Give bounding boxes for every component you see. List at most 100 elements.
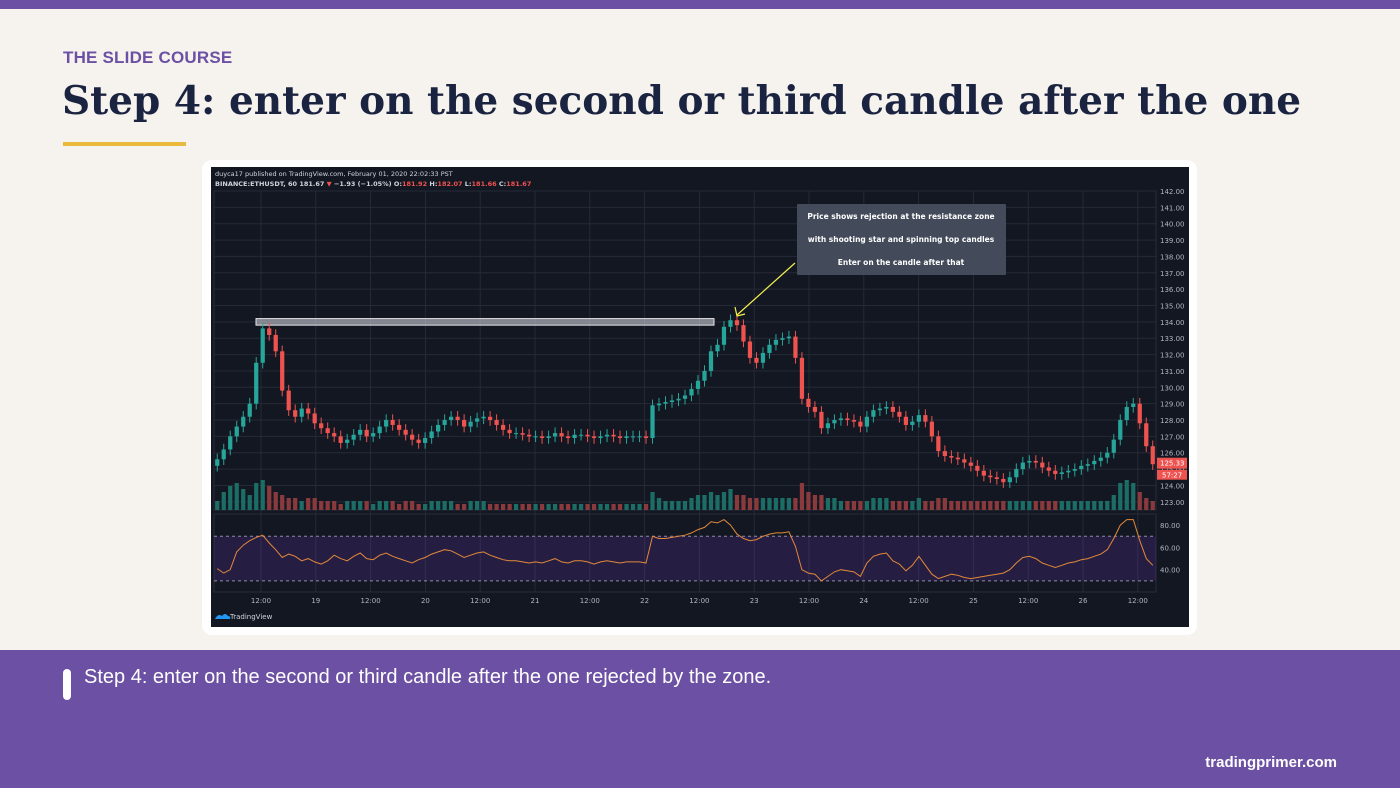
volume-bar <box>280 495 285 510</box>
candle-body <box>689 388 694 396</box>
slide-title: Step 4: enter on the second or third can… <box>62 78 1302 124</box>
candle-body <box>1033 460 1038 463</box>
candle-body <box>780 338 785 340</box>
candle-body <box>1098 457 1103 461</box>
volume-bar <box>500 504 506 510</box>
volume-bar <box>708 492 714 510</box>
volume-bar <box>403 501 408 510</box>
volume-bar <box>1079 501 1084 510</box>
volume-bar <box>325 501 330 510</box>
volume-bar <box>494 504 499 510</box>
volume-bar <box>377 501 382 510</box>
time-axis-label: 12:00 <box>251 597 271 605</box>
price-axis-label: 133.00 <box>1160 335 1185 343</box>
volume-bar <box>916 498 921 510</box>
volume-bar <box>1118 483 1123 510</box>
candle-body <box>1085 464 1090 466</box>
candle-body <box>702 370 707 381</box>
volume-bar <box>929 501 934 510</box>
candle-body <box>611 434 616 437</box>
volume-bar <box>975 501 980 510</box>
candle-body <box>903 416 908 425</box>
candle-body <box>871 410 876 417</box>
volume-bar <box>689 498 694 510</box>
candle-body <box>462 420 467 427</box>
time-axis-label: 25 <box>969 597 978 605</box>
price-axis-label: 136.00 <box>1160 286 1185 294</box>
candle-body <box>838 418 844 421</box>
time-axis-label: 12:00 <box>580 597 600 605</box>
candle-body <box>234 426 239 437</box>
price-axis-label: 139.00 <box>1160 237 1185 245</box>
volume-bar <box>384 501 389 510</box>
candle-body <box>332 433 337 437</box>
volume-bar <box>890 501 896 510</box>
candle-body <box>1131 403 1136 407</box>
volume-bar <box>578 504 584 510</box>
volume-bar <box>754 498 759 510</box>
candle-body <box>1059 472 1064 475</box>
volume-bar <box>903 501 908 510</box>
time-axis-label: 12:00 <box>1018 597 1038 605</box>
price-axis-label: 130.00 <box>1160 384 1185 392</box>
volume-bar <box>624 504 629 510</box>
candle-body <box>539 436 545 439</box>
volume-bar <box>942 498 947 510</box>
candle-body <box>858 421 863 427</box>
volume-bar <box>332 501 337 510</box>
candle-body <box>663 402 668 404</box>
volume-bar <box>838 501 844 510</box>
candle-body <box>695 380 701 389</box>
candle-body <box>267 328 272 335</box>
volume-bar <box>260 480 265 510</box>
candle-body <box>397 424 402 430</box>
candle-body <box>637 436 642 438</box>
candle-body <box>598 436 603 439</box>
volume-bar <box>994 501 999 510</box>
volume-bar <box>455 504 460 510</box>
price-axis-label: 131.00 <box>1160 368 1185 376</box>
time-axis-label: 24 <box>859 597 868 605</box>
candle-body <box>364 429 369 437</box>
candle-body <box>1105 452 1110 458</box>
candle-body <box>942 451 947 457</box>
top-accent-bar <box>0 0 1400 9</box>
rsi-axis-label: 60.00 <box>1160 544 1180 552</box>
candle-body <box>273 334 278 352</box>
tradingview-chart: 142.00 141.00 140.00 139.00 138.00 137.00 136.… <box>211 167 1189 627</box>
volume-bar <box>923 501 928 510</box>
time-axis-label: 12:00 <box>909 597 929 605</box>
chart-symbol-token: L: <box>465 180 472 188</box>
candle-body <box>734 320 740 326</box>
candle-body <box>494 420 499 425</box>
volume-bar <box>338 504 343 510</box>
candle-body <box>221 449 226 460</box>
volume-bar <box>1007 501 1012 510</box>
price-axis-label: 142.00 <box>1160 188 1185 196</box>
volume-bar <box>611 504 616 510</box>
candle-body <box>1007 477 1012 483</box>
candle-body <box>968 462 973 466</box>
volume-bar <box>871 498 876 510</box>
candle-body <box>643 436 649 439</box>
time-axis-label: 20 <box>421 597 430 605</box>
candle-body <box>747 341 753 358</box>
candle-body <box>1014 469 1019 478</box>
volume-bar <box>358 501 363 510</box>
volume-bar <box>1137 492 1142 510</box>
price-axis-label: 134.00 <box>1160 319 1185 327</box>
volume-bar <box>702 495 707 510</box>
volume-bar <box>910 501 915 510</box>
candle-body <box>1111 439 1116 453</box>
candle-body <box>280 351 285 391</box>
volume-bar <box>410 501 415 510</box>
volume-bar <box>682 501 688 510</box>
chart-publisher-line: duyca17 published on TradingView.com, Fe… <box>215 170 453 178</box>
volume-bar <box>955 501 960 510</box>
chart-symbol-token: C: <box>499 180 506 188</box>
volume-bar <box>1046 501 1051 510</box>
candle-body <box>403 429 408 435</box>
candle-body <box>429 431 434 439</box>
candle-body <box>481 416 486 419</box>
candle-body <box>410 434 415 440</box>
